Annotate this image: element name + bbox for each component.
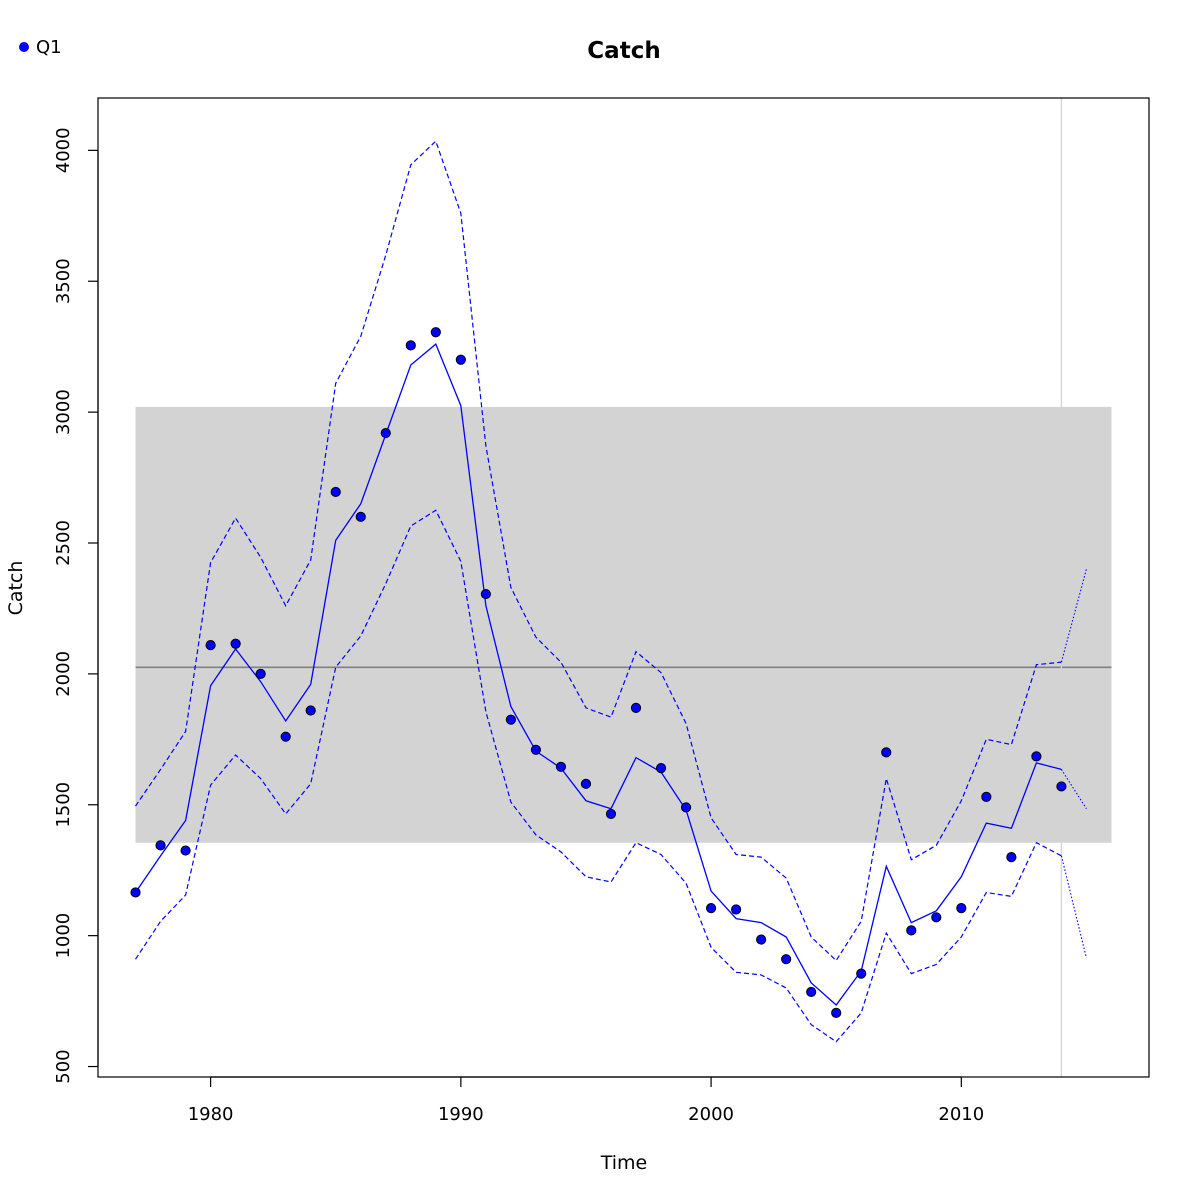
y-tick-label: 500: [53, 1049, 74, 1083]
y-axis-label: Catch: [5, 561, 27, 616]
y-tick-label: 4000: [53, 127, 74, 173]
data-point: [480, 588, 491, 600]
data-point: [430, 327, 441, 338]
projection-line: [1060, 769, 1087, 809]
data-point: [255, 668, 266, 679]
x-tick-label: 1980: [188, 1104, 234, 1125]
data-point: [305, 705, 316, 716]
y-tick-label: 1500: [53, 782, 74, 828]
lower-bound-line: [134, 509, 1062, 1043]
data-point: [931, 912, 942, 923]
data-point: [806, 986, 817, 998]
data-point: [881, 747, 892, 758]
reference-band: [135, 406, 1112, 843]
chart-title: Catch: [587, 38, 660, 64]
legend-marker: [19, 42, 29, 52]
data-point: [1031, 751, 1042, 762]
data-point: [205, 639, 216, 651]
data-point: [355, 511, 366, 522]
x-tick-label: 1990: [438, 1104, 484, 1125]
data-point: [530, 744, 542, 755]
data-point: [731, 904, 742, 915]
data-point: [906, 925, 917, 936]
axes-layer: 1980 1990 2000 2010 500 1000 1500 2000 2500 3000 3…: [53, 97, 1150, 1125]
x-axis-label: Time: [600, 1152, 648, 1174]
data-point: [580, 778, 592, 789]
fitted-line: [134, 343, 1062, 1006]
data-point: [1056, 781, 1067, 792]
data-point: [856, 968, 867, 979]
data-point: [1006, 852, 1017, 863]
data-point: [831, 1007, 842, 1018]
data-point: [380, 427, 391, 439]
data-point: [605, 808, 617, 820]
data-point: [781, 954, 792, 965]
y-tick-label: 2000: [53, 651, 74, 697]
legend: Q1: [19, 37, 62, 58]
y-tick-label: 3500: [53, 258, 74, 304]
data-point: [655, 763, 667, 774]
data-point: [705, 903, 717, 914]
data-point: [981, 791, 992, 803]
upper-bound-line: [135, 140, 1062, 962]
data-point: [330, 486, 341, 498]
plot-layer: [130, 98, 1112, 1077]
data-point: [630, 702, 642, 714]
data-point: [756, 934, 767, 945]
data-point: [180, 845, 191, 856]
data-point: [230, 638, 241, 649]
data-point: [280, 731, 291, 742]
projection-lower-line: [1060, 855, 1087, 959]
data-point: [956, 903, 967, 914]
data-point: [455, 354, 466, 365]
data-point: [405, 340, 416, 351]
y-tick-label: 3000: [53, 389, 74, 435]
x-tick-label: 2010: [938, 1104, 984, 1125]
legend-label: Q1: [36, 37, 62, 58]
x-tick-label: 2000: [688, 1104, 734, 1125]
y-tick-label: 2500: [53, 520, 74, 566]
data-point: [680, 802, 692, 813]
data-point: [130, 887, 141, 898]
data-point: [155, 840, 166, 851]
data-point: [505, 714, 516, 725]
data-point: [555, 761, 567, 772]
y-tick-label: 1000: [53, 913, 74, 959]
